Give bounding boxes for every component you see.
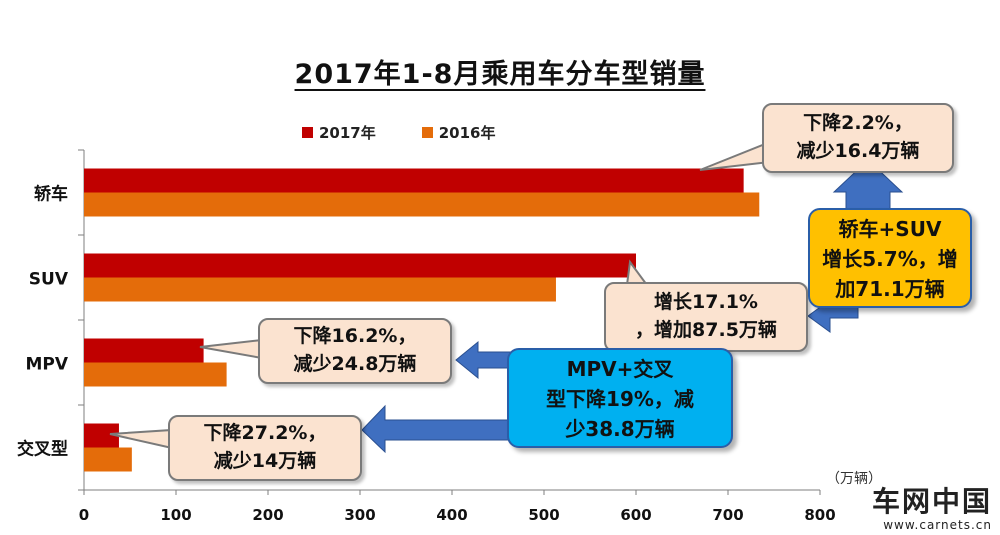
summary-sedan-suv: 轿车+SUV 增长5.7%，增 加71.1万辆 bbox=[808, 208, 972, 308]
legend-swatch-2017 bbox=[302, 127, 313, 138]
x-tick-label: 0 bbox=[79, 506, 89, 524]
callout-sedan: 下降2.2%， 减少16.4万辆 bbox=[762, 103, 954, 173]
callout-sedan-text: 下降2.2%， 减少16.4万辆 bbox=[796, 112, 920, 162]
legend-swatch-2016 bbox=[421, 127, 433, 138]
x-tick-label: 100 bbox=[160, 506, 191, 524]
bar-2016-1 bbox=[84, 277, 556, 302]
legend-item-2017: 2017年 bbox=[302, 122, 376, 143]
watermark: 车网中国 www.carnets.cn bbox=[872, 480, 992, 532]
callout-sedan-tail bbox=[699, 140, 771, 171]
legend-item-2016: 2016年 bbox=[421, 122, 496, 143]
bar-2017-0 bbox=[84, 168, 744, 193]
legend-label-2017: 2017年 bbox=[319, 124, 376, 142]
callout-cross: 下降27.2%， 减少14万辆 bbox=[168, 415, 362, 481]
callout-suv: 增长17.1% ，增加87.5万辆 bbox=[604, 282, 808, 352]
callout-suv-text: 增长17.1% ，增加87.5万辆 bbox=[635, 291, 777, 341]
watermark-url: www.carnets.cn bbox=[883, 518, 992, 532]
legend: 2017年 2016年 bbox=[302, 122, 496, 143]
unit-label: （万辆） bbox=[826, 471, 882, 487]
bar-2016-0 bbox=[84, 192, 760, 217]
summary-sedan-suv-text: 轿车+SUV 增长5.7%，增 加71.1万辆 bbox=[822, 217, 958, 301]
callout-cross-tail bbox=[109, 428, 173, 450]
x-tick-label: 700 bbox=[712, 506, 743, 524]
callout-mpv: 下降16.2%， 减少24.8万辆 bbox=[258, 318, 452, 384]
x-tick-label: 300 bbox=[344, 506, 375, 524]
x-tick-label: 500 bbox=[528, 506, 559, 524]
bar-2016-2 bbox=[84, 362, 227, 387]
summary-mpv-cross: MPV+交叉 型下降19%，减 少38.8万辆 bbox=[507, 348, 733, 448]
x-tick-label: 200 bbox=[252, 506, 283, 524]
callout-cross-text: 下降27.2%， 减少14万辆 bbox=[203, 422, 327, 472]
x-tick-label: 800 bbox=[804, 506, 835, 524]
chart-title: 2017年1-8月乘用车分车型销量 bbox=[294, 59, 706, 90]
arrow-left-to-mpv bbox=[455, 340, 511, 380]
callout-mpv-tail bbox=[199, 338, 263, 360]
bar-2016-3 bbox=[84, 447, 132, 472]
callout-mpv-text: 下降16.2%， 减少24.8万辆 bbox=[293, 325, 417, 375]
legend-label-2016: 2016年 bbox=[438, 124, 496, 142]
bar-2017-2 bbox=[84, 338, 204, 363]
watermark-name: 车网中国 bbox=[871, 485, 992, 518]
y-tick-label: 轿车 bbox=[34, 184, 68, 205]
y-tick-label: 交叉型 bbox=[17, 439, 68, 460]
summary-mpv-cross-text: MPV+交叉 型下降19%，减 少38.8万辆 bbox=[546, 357, 694, 441]
x-tick-label: 400 bbox=[436, 506, 467, 524]
y-tick-label: SUV bbox=[29, 270, 69, 290]
arrow-left-to-cross bbox=[361, 404, 511, 454]
bar-2017-1 bbox=[84, 253, 636, 278]
y-tick-label: MPV bbox=[25, 355, 68, 375]
x-tick-label: 600 bbox=[620, 506, 651, 524]
